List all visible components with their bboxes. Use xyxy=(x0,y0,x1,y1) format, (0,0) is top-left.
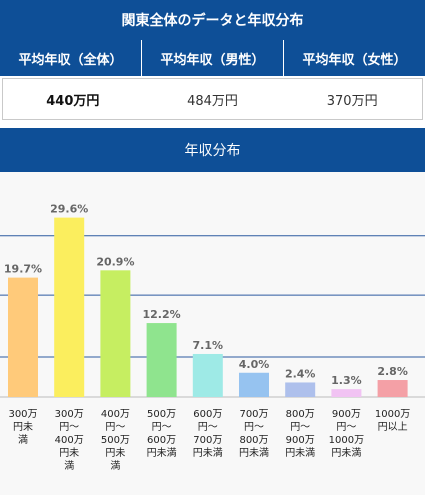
value-average-overall: 440万円 xyxy=(46,93,100,109)
category-label-5-3: 円未満 xyxy=(239,447,269,459)
category-label-2-1: 円～ xyxy=(105,422,125,433)
category-label-7-3: 円未満 xyxy=(331,447,361,459)
category-label-7-0: 900万 xyxy=(332,409,361,420)
category-label-0-2: 満 xyxy=(18,434,28,446)
data-label-6: 2.4% xyxy=(285,367,316,380)
category-label-2-3: 円未 xyxy=(105,447,125,459)
summary-title: 関東全体のデータと年収分布 xyxy=(0,0,425,40)
category-label-6-0: 800万 xyxy=(286,409,315,420)
data-label-1: 29.6% xyxy=(50,203,88,216)
category-label-3-1: 円～ xyxy=(152,422,172,433)
bar-7 xyxy=(331,389,362,397)
chart-title: 年収分布 xyxy=(0,128,425,172)
category-label-8-0: 1000万 xyxy=(375,409,410,420)
category-label-1-4: 満 xyxy=(64,460,74,472)
bar-6 xyxy=(285,382,316,397)
value-average-male: 484万円 xyxy=(187,93,238,109)
category-label-5-2: 800万 xyxy=(239,435,268,446)
category-label-5-0: 700万 xyxy=(239,409,268,420)
bar-5 xyxy=(239,372,269,397)
category-label-6-3: 円未満 xyxy=(285,447,315,459)
bar-1 xyxy=(54,217,85,397)
value-average-female: 370万円 xyxy=(326,93,378,109)
data-label-4: 7.1% xyxy=(193,339,224,352)
category-label-7-2: 1000万 xyxy=(329,435,364,446)
category-label-6-2: 900万 xyxy=(286,435,315,446)
summary-header-row: 平均年収（全体） 平均年収（男性） 平均年収（女性） xyxy=(0,40,425,76)
category-label-1-2: 400万 xyxy=(55,435,84,446)
category-label-1-0: 300万 xyxy=(55,409,84,420)
category-label-4-2: 700万 xyxy=(193,435,222,446)
category-label-2-4: 満 xyxy=(110,460,120,472)
category-label-0-1: 円未 xyxy=(13,421,33,433)
category-label-0-0: 300万 xyxy=(8,409,37,420)
summary-values-row: 440万円 484万円 370万円 xyxy=(2,78,423,120)
category-label-2-2: 500万 xyxy=(101,435,130,446)
category-label-7-1: 円～ xyxy=(336,422,356,433)
bar-2 xyxy=(100,270,131,397)
header-average-female: 平均年収（女性） xyxy=(302,52,407,68)
category-label-4-1: 円～ xyxy=(198,422,218,433)
bar-4 xyxy=(192,353,223,397)
category-label-8-1: 円以上 xyxy=(378,421,408,433)
category-label-1-3: 円未 xyxy=(59,447,79,459)
category-label-3-0: 500万 xyxy=(147,409,176,420)
header-average-overall: 平均年収（全体） xyxy=(0,40,142,76)
data-label-2: 20.9% xyxy=(96,255,134,268)
category-label-5-1: 円～ xyxy=(244,422,264,433)
data-label-8: 2.8% xyxy=(377,365,408,378)
bar-8 xyxy=(377,380,408,397)
category-label-3-2: 600万 xyxy=(147,435,176,446)
category-label-3-3: 円未満 xyxy=(147,447,177,459)
category-label-6-1: 円～ xyxy=(290,422,310,433)
bar-3 xyxy=(146,323,177,397)
header-average-male: 平均年収（男性） xyxy=(142,40,284,76)
data-label-5: 4.0% xyxy=(239,358,270,371)
data-label-3: 12.2% xyxy=(143,308,181,321)
bar-chart-svg: 19.7%300万円未満29.6%300万円～400万円未満20.9%400万円… xyxy=(0,203,425,472)
data-label-7: 1.3% xyxy=(331,374,362,387)
income-distribution-chart: 19.7% 300万 円未満 29.6% 300万 円～ 400万 円未満 20.9% 400万円… xyxy=(0,172,425,495)
category-label-2-0: 400万 xyxy=(101,409,130,420)
data-label-0: 19.7% xyxy=(4,263,42,276)
category-label-4-3: 円未満 xyxy=(193,447,223,459)
category-label-1-1: 円～ xyxy=(59,422,79,433)
category-label-4-0: 600万 xyxy=(193,409,222,420)
bar-0 xyxy=(8,277,38,397)
